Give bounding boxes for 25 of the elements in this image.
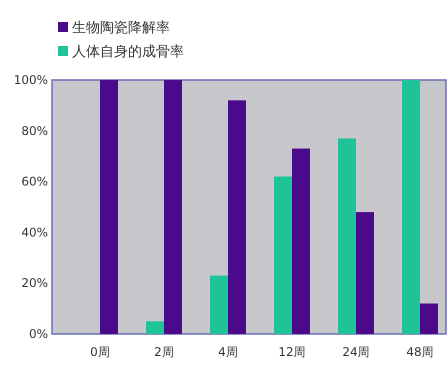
bar (164, 80, 182, 334)
legend-label: 生物陶瓷降解率 (72, 20, 170, 36)
bar (292, 148, 310, 334)
bar (420, 304, 438, 334)
bar (274, 176, 292, 334)
x-tick-label: 4周 (218, 345, 238, 359)
bar (146, 321, 164, 334)
bar (356, 212, 374, 334)
x-tick-label: 0周 (90, 345, 110, 359)
bar (402, 80, 420, 334)
bar (228, 100, 246, 334)
x-tick-label: 48周 (406, 345, 434, 359)
y-tick-label: 80% (21, 124, 48, 138)
y-tick-label: 0% (28, 327, 48, 341)
y-tick-label: 100% (14, 73, 48, 87)
bar (210, 276, 228, 334)
y-tick-label: 20% (21, 276, 48, 290)
y-tick-label: 60% (21, 174, 48, 189)
x-tick-label: 2周 (154, 345, 174, 359)
x-tick-label: 12周 (278, 345, 306, 359)
bar (100, 80, 118, 334)
y-tick-label: 40% (21, 225, 48, 240)
x-tick-label: 24周 (342, 345, 370, 359)
legend-label: 人体自身的成骨率 (72, 44, 184, 60)
bar (338, 138, 356, 334)
